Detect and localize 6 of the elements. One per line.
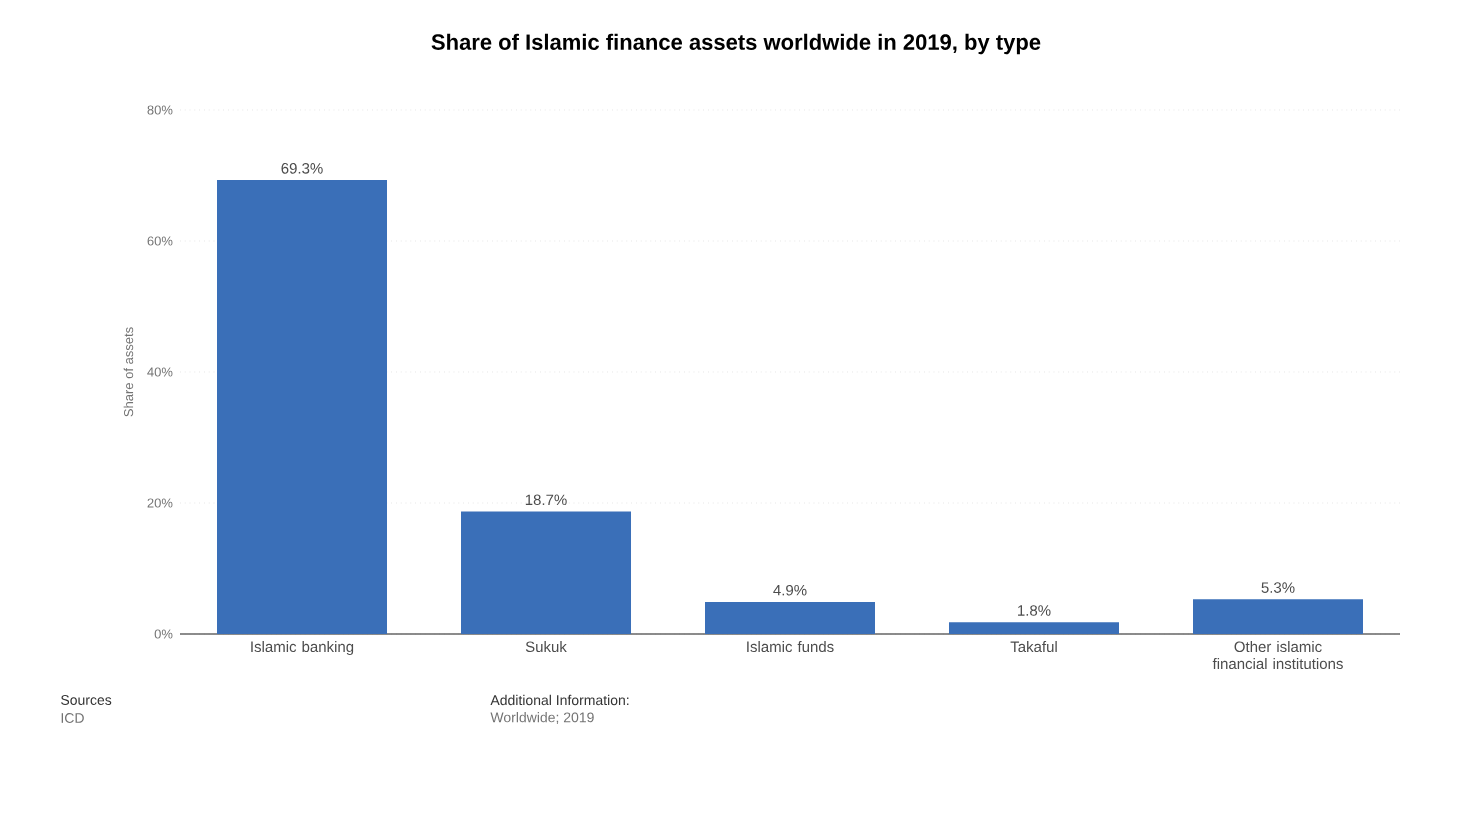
bar — [217, 180, 387, 634]
bar — [949, 622, 1119, 634]
bar — [461, 511, 632, 634]
chart-title: Share of Islamic finance assets worldwide in 2019, by type — [431, 33, 1041, 55]
bar — [705, 601, 875, 634]
bar — [1193, 599, 1363, 634]
